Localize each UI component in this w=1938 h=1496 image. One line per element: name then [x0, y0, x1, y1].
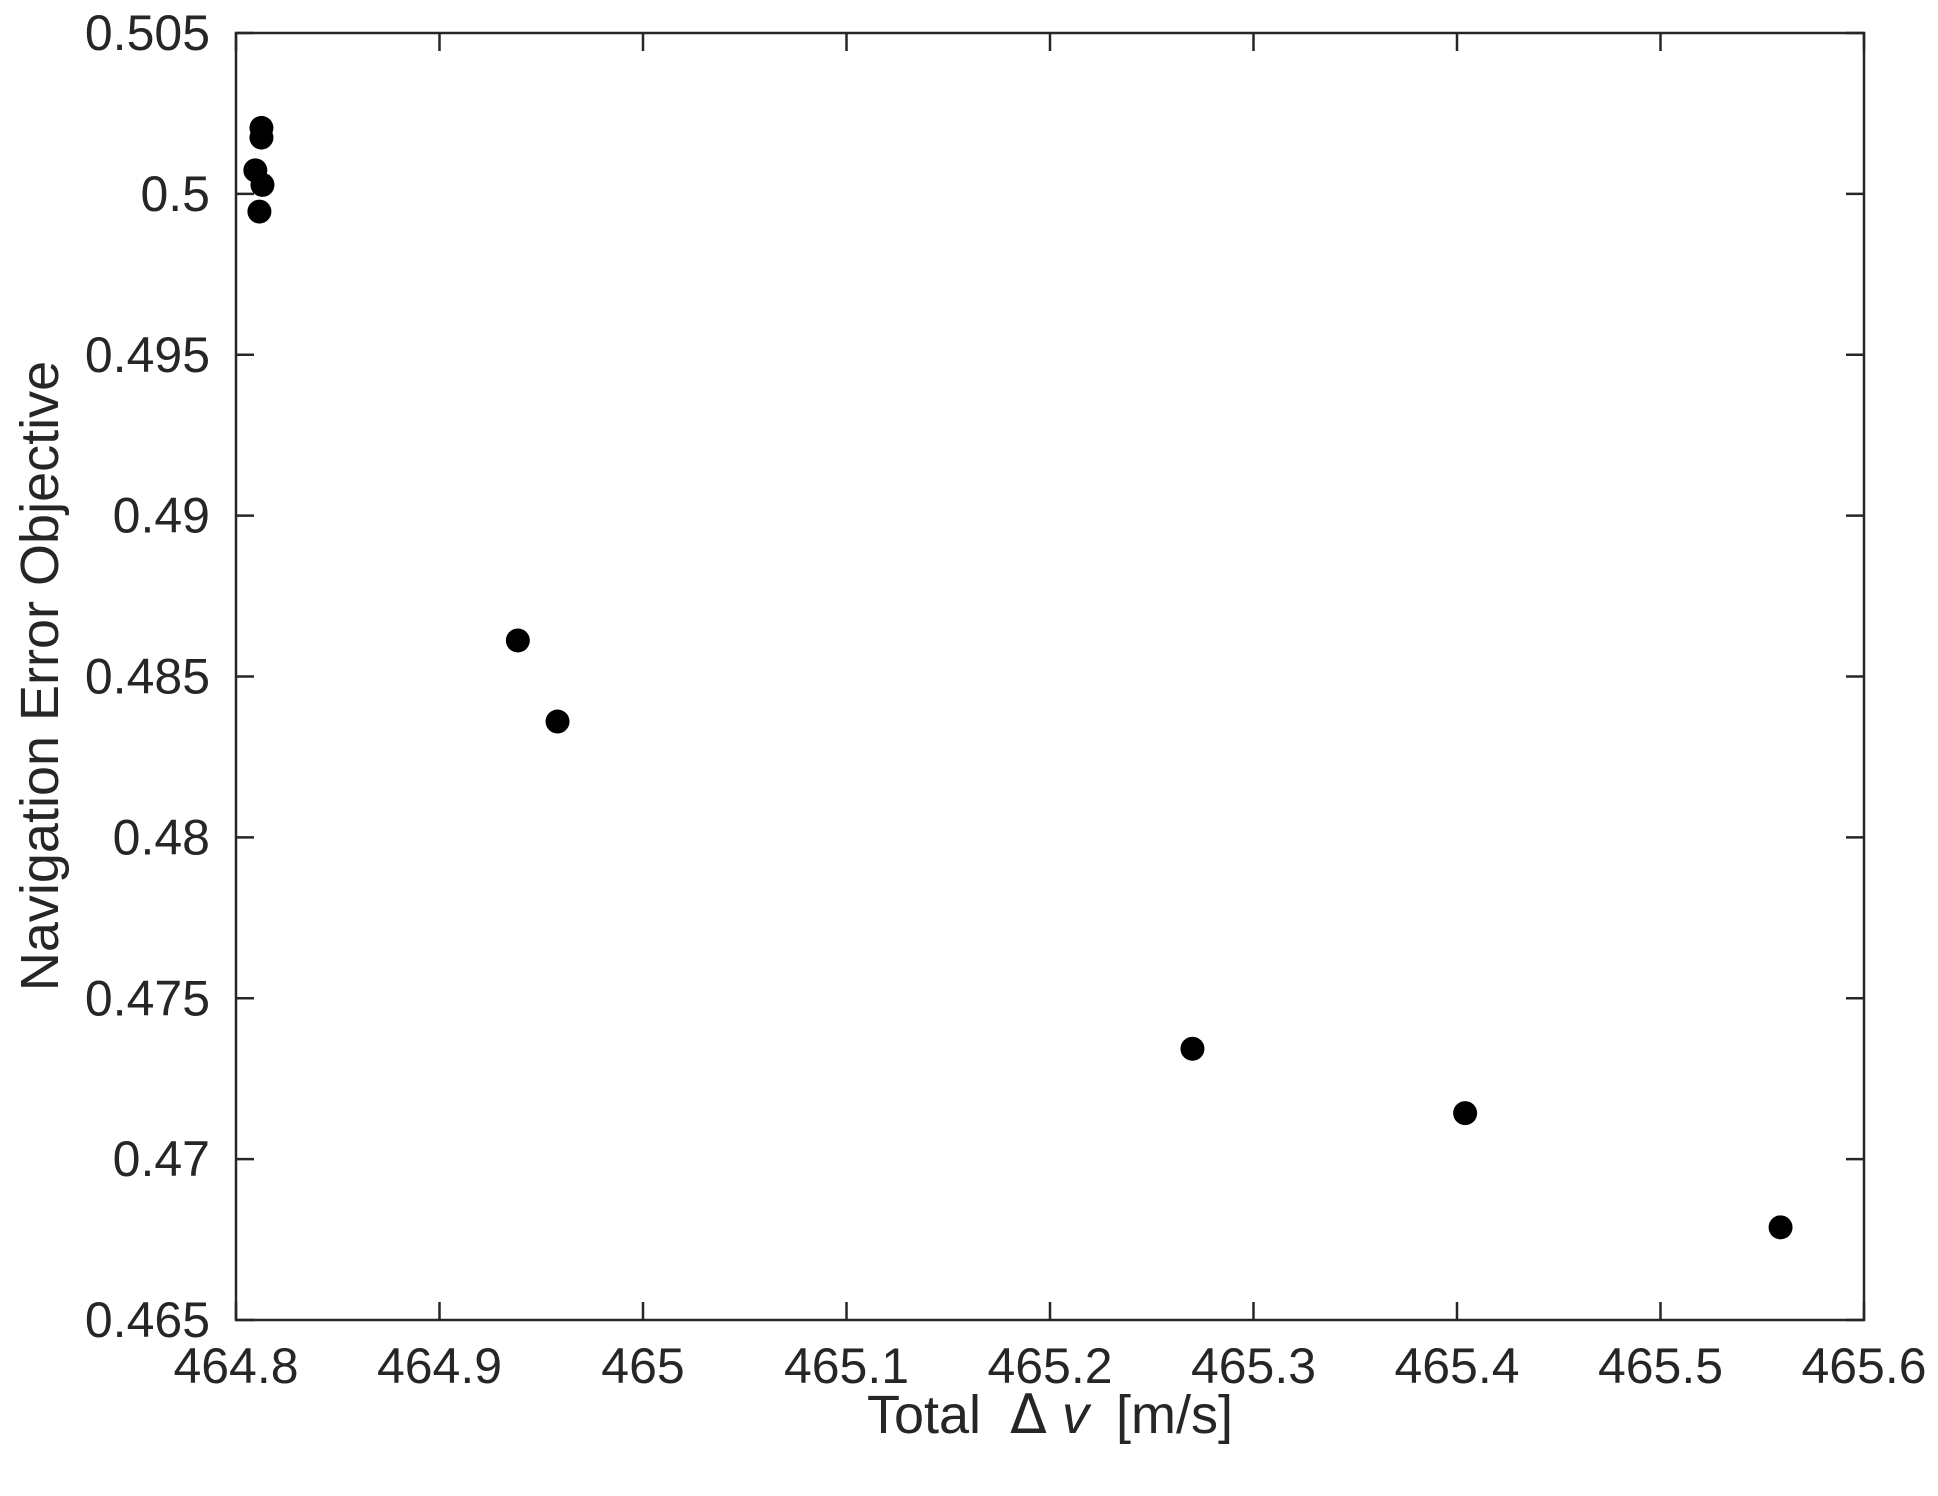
plot-area	[234, 31, 1866, 1322]
y-tick-label: 0.475	[85, 970, 210, 1026]
y-axis-label: Navigation Error Objective	[10, 361, 70, 991]
data-point	[1180, 1036, 1205, 1061]
x-tick-label: 465.4	[1394, 1338, 1519, 1394]
x-tick-label: 464.8	[173, 1338, 298, 1394]
y-axis-ticks: 0.465 0.47 0.475 0.48 0.485 0.49 0.495 0.5 0.505	[85, 5, 1864, 1348]
x-tick-label: 465.5	[1598, 1338, 1723, 1394]
data-point	[1453, 1101, 1478, 1126]
y-tick-label: 0.49	[113, 488, 210, 544]
y-tick-label: 0.485	[85, 649, 210, 705]
x-tick-label: 465.3	[1191, 1338, 1316, 1394]
data-point	[1768, 1215, 1793, 1240]
data-points	[243, 115, 1793, 1240]
x-axis-label-variable: v	[1062, 1385, 1092, 1445]
x-tick-label: 465.6	[1801, 1338, 1926, 1394]
x-axis-label: Total Δ v [m/s]	[867, 1383, 1233, 1446]
data-point	[249, 125, 274, 150]
x-axis-label-prefix: Total	[867, 1385, 981, 1445]
y-tick-label: 0.47	[113, 1131, 210, 1187]
x-axis-label-delta: Δ	[1010, 1383, 1047, 1446]
x-tick-label: 464.9	[377, 1338, 502, 1394]
y-tick-label: 0.495	[85, 327, 210, 383]
y-tick-label: 0.465	[85, 1292, 210, 1348]
x-axis-label-units: [m/s]	[1116, 1385, 1233, 1445]
x-tick-label: 465.2	[987, 1338, 1112, 1394]
x-axis-ticks: 464.8 464.9 465 465.1 465.2 465.3 465.4 465.5 46…	[173, 33, 1927, 1394]
y-tick-label: 0.48	[113, 809, 210, 865]
data-point	[505, 628, 530, 653]
x-tick-label: 465	[601, 1338, 684, 1394]
data-point	[247, 199, 272, 224]
y-tick-label: 0.505	[85, 5, 210, 61]
data-point	[250, 172, 275, 197]
y-tick-label: 0.5	[140, 166, 210, 222]
x-tick-label: 465.1	[784, 1338, 909, 1394]
data-point	[545, 709, 570, 734]
